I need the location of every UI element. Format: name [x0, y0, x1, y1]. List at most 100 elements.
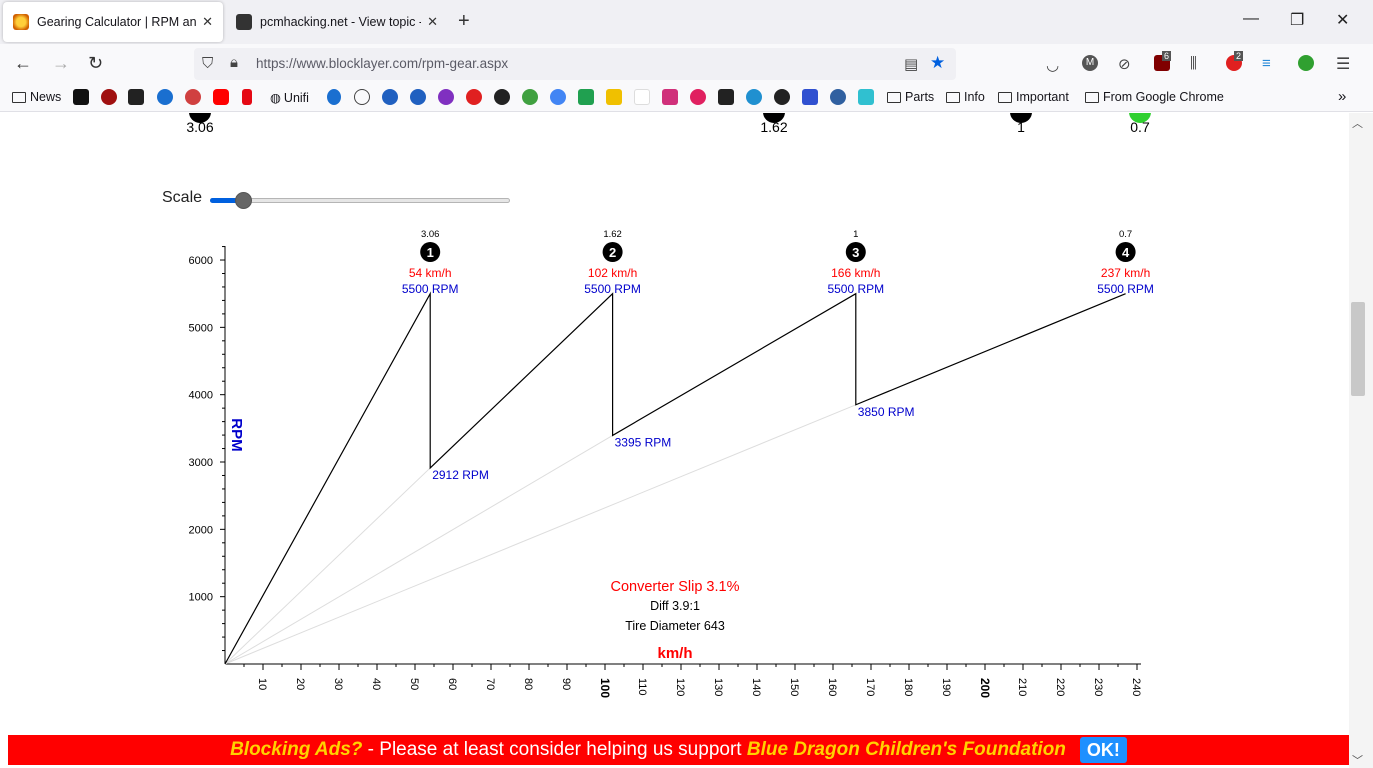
gear-max-rpm: 5500 RPM [402, 282, 459, 296]
site-icon[interactable] [128, 89, 144, 105]
wireless-icon[interactable] [327, 89, 341, 105]
x-tick-label: 220 [1054, 678, 1066, 696]
site-icon[interactable] [606, 89, 622, 105]
bookmark-label: From Google Chrome [1103, 90, 1224, 104]
x-tick-label: 10 [256, 678, 268, 690]
gear-number-marker [420, 242, 441, 262]
bookmark-label: Parts [905, 90, 935, 104]
banner-blocking-ads: Blocking Ads? [230, 739, 363, 760]
bookmark-label: Info [964, 90, 985, 104]
minimize-button[interactable]: — [1243, 10, 1259, 27]
folder-icon [946, 91, 960, 103]
scroll-down-icon[interactable]: ﹀ [1352, 755, 1363, 767]
site-icon[interactable] [410, 89, 426, 105]
close-window-button[interactable]: ✕ [1336, 12, 1350, 29]
gear-ratio-label: 1.62 [603, 229, 622, 240]
close-icon[interactable]: ✕ [202, 14, 213, 29]
folder-icon [1085, 91, 1099, 103]
shield-icon[interactable]: ⛉ [202, 55, 214, 72]
site-icon[interactable] [382, 89, 398, 105]
tab-gearing-calculator[interactable]: Gearing Calculator | RPM and Ti ✕ [3, 2, 223, 42]
x-axis-title: km/h [657, 645, 692, 662]
forward-button[interactable]: → [52, 53, 70, 73]
scale-slider-thumb[interactable] [235, 192, 252, 209]
reload-button[interactable]: ↻ [88, 53, 104, 73]
new-tab-button[interactable]: + [458, 10, 470, 32]
bookmark-info[interactable]: Info [946, 90, 985, 104]
site-icon[interactable] [466, 89, 482, 105]
restore-button[interactable]: ❐ [1290, 12, 1305, 29]
more-bookmarks-icon[interactable]: » [1338, 88, 1347, 105]
y-tick-label: 1000 [189, 592, 213, 604]
site-icon[interactable] [101, 89, 117, 105]
ublock-badge: 6 [1162, 51, 1172, 61]
container-icon[interactable]: ⊘ [1118, 56, 1131, 73]
tab-pcmhacking[interactable]: pcmhacking.net - View topic - V ✕ [226, 2, 448, 42]
bookmark-important[interactable]: Important [998, 90, 1069, 104]
site-icon[interactable] [774, 89, 790, 105]
account-icon[interactable]: M [1082, 55, 1098, 71]
netflix-icon[interactable] [242, 89, 252, 105]
reader-view-icon[interactable]: ▤ [904, 56, 919, 73]
instagram-icon[interactable] [662, 89, 678, 105]
site-icon[interactable] [73, 89, 89, 105]
google-icon[interactable] [550, 89, 566, 105]
bookmark-unifi[interactable]: ◍ Unifi [270, 90, 309, 106]
x-tick-label: 40 [370, 678, 382, 690]
url-text[interactable]: https://www.blocklayer.com/rpm-gear.aspx [256, 56, 508, 71]
top-gear-ratio: 1.62 [760, 119, 788, 135]
close-icon[interactable]: ✕ [427, 14, 438, 29]
gear-top-speed: 54 km/h [409, 266, 452, 280]
ok-button[interactable]: OK! [1079, 736, 1127, 763]
site-icon[interactable] [522, 89, 538, 105]
bookmark-news[interactable]: News [12, 90, 61, 104]
amazon-icon[interactable] [634, 89, 650, 105]
vertical-scrollbar[interactable] [1349, 113, 1373, 768]
pocket-icon[interactable]: ◡ [1046, 57, 1060, 74]
gear-max-rpm: 5500 RPM [827, 282, 884, 296]
bookmark-from-google-chrome[interactable]: From Google Chrome [1085, 90, 1224, 104]
site-icon[interactable] [578, 89, 594, 105]
url-bar[interactable]: ⛉ 🔒︎ https://www.blocklayer.com/rpm-gear… [194, 48, 956, 80]
menu-icon[interactable]: ☰ [1336, 56, 1351, 73]
gear-top-speed: 102 km/h [588, 266, 637, 280]
site-icon[interactable] [185, 89, 201, 105]
site-icon[interactable] [858, 89, 874, 105]
y-tick-label: 6000 [189, 255, 213, 267]
gear-top-speed: 237 km/h [1101, 266, 1150, 280]
bookmark-parts[interactable]: Parts [887, 90, 934, 104]
site-icon[interactable] [690, 89, 706, 105]
site-icon[interactable] [718, 89, 734, 105]
site-icon[interactable] [802, 89, 818, 105]
page-content: 3.06 1.62 1 0.7 Scale 1000 2000 3000 4000 5000 6… [0, 113, 1349, 768]
gear-marker-icon [1010, 113, 1032, 123]
scrollbar-thumb[interactable] [1351, 302, 1365, 396]
library-icon[interactable]: ⫼ [1190, 55, 1197, 72]
site-icon[interactable] [494, 89, 510, 105]
scroll-up-icon[interactable]: ︿ [1352, 118, 1363, 130]
globe-icon[interactable] [354, 89, 370, 105]
y-axis-title: RPM [228, 418, 245, 451]
globe-icon: ◍ [270, 91, 281, 105]
x-tick-label: 230 [1092, 678, 1104, 696]
extension-icon[interactable]: ≡ [1262, 55, 1271, 72]
top-gear-ratio: 0.7 [1130, 119, 1150, 135]
gear-marker-icon [189, 113, 211, 123]
y-tick-label: 5000 [189, 322, 213, 334]
lock-icon[interactable]: 🔒︎ [230, 54, 238, 71]
youtube-icon[interactable] [213, 89, 229, 105]
gear-number-marker [1115, 242, 1136, 262]
gear-ratio-label: 3.06 [421, 229, 440, 240]
play-icon[interactable] [157, 89, 173, 105]
gear-marker-icon [1129, 113, 1151, 123]
extension-b-icon[interactable] [1298, 55, 1314, 71]
star-burst-icon[interactable] [438, 89, 454, 105]
site-icon[interactable] [830, 89, 846, 105]
star-icon[interactable]: ★ [930, 53, 946, 72]
x-tick-label: 150 [788, 678, 800, 696]
y-tick-label: 4000 [189, 390, 213, 402]
back-button[interactable]: ← [14, 53, 32, 73]
x-tick-label: 240 [1130, 678, 1142, 696]
gear-number: 1 [427, 245, 434, 260]
site-icon[interactable] [746, 89, 762, 105]
